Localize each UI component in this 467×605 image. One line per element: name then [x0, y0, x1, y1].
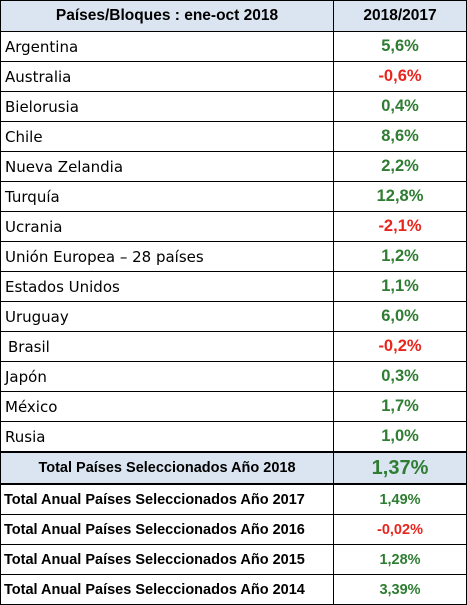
row-value: 12,8%	[333, 181, 467, 212]
annual-total-row: Total Anual Países Seleccionados Año 201…	[0, 483, 467, 515]
row-value: 2,2%	[333, 151, 467, 182]
country-row: Japón 0,3%	[0, 361, 467, 392]
row-label: México	[0, 391, 334, 422]
annual-total-row: Total Anual Países Seleccionados Año 201…	[0, 574, 467, 605]
row-label: Turquía	[0, 181, 334, 212]
row-value: -0,02%	[333, 514, 467, 545]
row-label: Brasil	[0, 331, 334, 362]
country-row: Rusia 1,0%	[0, 421, 467, 453]
row-value: 5,6%	[333, 31, 467, 62]
country-row: Australia -0,6%	[0, 61, 467, 92]
total-selected-row: Total Países Seleccionados Año 2018 1,37%	[0, 451, 467, 485]
row-label: Australia	[0, 61, 334, 92]
country-row: Unión Europea – 28 países 1,2%	[0, 241, 467, 272]
row-label: Uruguay	[0, 301, 334, 332]
country-row: Chile 8,6%	[0, 121, 467, 152]
country-row: Argentina 5,6%	[0, 31, 467, 62]
header-row: Países/Bloques : ene-oct 2018 2018/2017	[0, 0, 467, 32]
country-row: Bielorusia 0,4%	[0, 91, 467, 122]
row-value: 1,0%	[333, 421, 467, 453]
row-label: Estados Unidos	[0, 271, 334, 302]
row-value: 1,2%	[333, 241, 467, 272]
header-period: 2018/2017	[333, 0, 467, 32]
annual-total-row: Total Anual Países Seleccionados Año 201…	[0, 514, 467, 545]
row-label: Total Anual Países Seleccionados Año 201…	[0, 574, 334, 605]
row-label: Nueva Zelandia	[0, 151, 334, 182]
row-value: 3,39%	[333, 574, 467, 605]
table-body: Argentina 5,6% Australia -0,6% Bielorusia 0,4…	[0, 31, 467, 605]
row-value: 1,1%	[333, 271, 467, 302]
country-row: Ucrania -2,1%	[0, 211, 467, 242]
country-row: Brasil -0,2%	[0, 331, 467, 362]
row-label: Total Anual Países Seleccionados Año 201…	[0, 514, 334, 545]
row-label: Unión Europea – 28 países	[0, 241, 334, 272]
row-value: 6,0%	[333, 301, 467, 332]
row-label: Bielorusia	[0, 91, 334, 122]
row-value: -0,6%	[333, 61, 467, 92]
row-label: Ucrania	[0, 211, 334, 242]
row-value: 1,49%	[333, 483, 467, 515]
row-label: Argentina	[0, 31, 334, 62]
row-label: Chile	[0, 121, 334, 152]
row-value: 1,7%	[333, 391, 467, 422]
row-value: 0,4%	[333, 91, 467, 122]
row-label: Rusia	[0, 421, 334, 453]
row-label: Total Países Seleccionados Año 2018	[0, 451, 334, 485]
row-label: Total Anual Países Seleccionados Año 201…	[0, 483, 334, 515]
row-label: Total Anual Países Seleccionados Año 201…	[0, 544, 334, 575]
country-row: Uruguay 6,0%	[0, 301, 467, 332]
row-value: 1,28%	[333, 544, 467, 575]
row-value: 1,37%	[333, 451, 467, 485]
row-value: -2,1%	[333, 211, 467, 242]
row-value: 0,3%	[333, 361, 467, 392]
country-row: Estados Unidos 1,1%	[0, 271, 467, 302]
header-countries: Países/Bloques : ene-oct 2018	[0, 0, 334, 32]
country-row: México 1,7%	[0, 391, 467, 422]
row-value: 8,6%	[333, 121, 467, 152]
row-value: -0,2%	[333, 331, 467, 362]
annual-total-row: Total Anual Países Seleccionados Año 201…	[0, 544, 467, 575]
row-label: Japón	[0, 361, 334, 392]
country-row: Turquía 12,8%	[0, 181, 467, 212]
country-row: Nueva Zelandia 2,2%	[0, 151, 467, 182]
